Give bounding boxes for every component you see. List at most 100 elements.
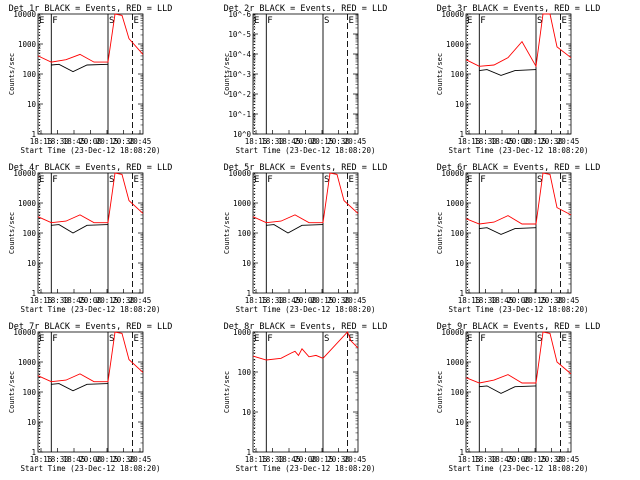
series-line-events (51, 224, 109, 234)
ytick-label: 10 (242, 259, 252, 268)
ytick-label: 10000 (13, 169, 36, 178)
xtick-label: 20:45 (129, 455, 152, 464)
ytick-label: 100 (237, 368, 251, 377)
xtick-label: 20:00 (79, 296, 102, 305)
xtick-label: 20:00 (294, 455, 317, 464)
panel-title: Det 3r BLACK = Events, RED = LLD (437, 4, 601, 14)
x-axis-label: Start Time (23-Dec-12 18:08:20) (236, 146, 376, 155)
xtick-label: 20:45 (557, 296, 580, 305)
y-axis-label: Counts/sec (223, 371, 231, 413)
interval-marker-label: F (267, 16, 272, 26)
interval-marker-label: E (254, 175, 259, 185)
xtick-label: 20:45 (344, 296, 367, 305)
xtick-label: 20:00 (507, 296, 530, 305)
xtick-label: 20:45 (557, 455, 580, 464)
xtick-label: 18:15 (30, 296, 53, 305)
panel-8: Det 8r BLACK = Events, RED = LLD 1 10 100 10… (223, 322, 387, 473)
xtick-label: 18:30 (46, 296, 69, 305)
xtick-label: 20:15 (524, 296, 547, 305)
ytick-label: 10 (455, 259, 465, 268)
plot-frame (37, 331, 144, 453)
xtick-label: 18:45 (278, 137, 301, 146)
xtick-label: 20:30 (112, 137, 135, 146)
xtick-label: 20:15 (524, 455, 547, 464)
panel-6: Det 6r BLACK = Events, RED = LLD 1 10 100 10… (436, 163, 600, 314)
ytick-label: 10^-4 (228, 50, 251, 59)
interval-marker-label: S (109, 16, 114, 26)
xtick-label: 20:15 (311, 296, 334, 305)
y-axis-label: Counts/sec (436, 371, 444, 413)
series-line-lld (252, 331, 359, 361)
plot-frame (252, 172, 359, 294)
xtick-label: 18:30 (474, 296, 497, 305)
xtick-label: 20:30 (540, 137, 563, 146)
xtick-label: 18:30 (261, 296, 284, 305)
interval-marker-label: S (109, 175, 114, 185)
xtick-label: 20:15 (96, 455, 119, 464)
panel-title: Det 7r BLACK = Events, RED = LLD (9, 322, 173, 332)
interval-marker-label: E (467, 175, 472, 185)
x-axis-label: Start Time (23-Dec-12 18:08:20) (21, 305, 161, 314)
ytick-label: 10000 (13, 328, 36, 337)
xtick-label: 18:30 (46, 137, 69, 146)
interval-marker-label: F (480, 334, 485, 344)
xtick-label: 20:15 (96, 137, 119, 146)
interval-marker-label: S (537, 175, 542, 185)
ytick-label: 10 (27, 259, 37, 268)
xtick-label: 18:45 (491, 137, 514, 146)
xtick-label: 18:30 (261, 137, 284, 146)
ytick-label: 1 (459, 130, 464, 139)
ytick-label: 1000 (18, 199, 37, 208)
interval-marker-label: F (480, 16, 485, 26)
xtick-label: 18:30 (261, 455, 284, 464)
x-axis-label: Start Time (23-Dec-12 18:08:20) (236, 464, 376, 473)
xtick-label: 20:15 (311, 137, 334, 146)
ytick-label: 10^-5 (228, 30, 251, 39)
ytick-label: 1 (459, 289, 464, 298)
ytick-label: 10 (27, 418, 37, 427)
series-line-events (266, 224, 324, 234)
ytick-label: 10 (242, 408, 252, 417)
series-line-lld (465, 172, 572, 225)
interval-marker-label: S (324, 175, 329, 185)
panel-2: Det 2r BLACK = Events, RED = LLD 10^0 10^-… (223, 4, 387, 155)
interval-marker-label: F (267, 175, 272, 185)
y-axis-label: Counts/sec (223, 212, 231, 254)
plot-frame (252, 13, 359, 135)
interval-marker-label: S (537, 16, 542, 26)
plot-frame (465, 172, 572, 294)
ytick-label: 1 (459, 448, 464, 457)
interval-marker-label: E (467, 334, 472, 344)
xtick-label: 20:30 (327, 296, 350, 305)
interval-marker-label: S (324, 16, 329, 26)
plot-frame (37, 172, 144, 294)
interval-marker-label: E (562, 175, 567, 185)
interval-marker-label: E (134, 16, 139, 26)
interval-marker-label: E (39, 16, 44, 26)
panel-title: Det 1r BLACK = Events, RED = LLD (9, 4, 173, 14)
xtick-label: 20:15 (524, 137, 547, 146)
ytick-label: 10000 (441, 169, 464, 178)
panel-title: Det 9r BLACK = Events, RED = LLD (437, 322, 601, 332)
ytick-label: 100 (450, 70, 464, 79)
series-line-events (51, 383, 109, 392)
panel-3: Det 3r BLACK = Events, RED = LLD 1 10 100 10… (436, 4, 600, 155)
xtick-label: 18:15 (30, 455, 53, 464)
xtick-label: 20:30 (327, 137, 350, 146)
xtick-label: 20:15 (96, 296, 119, 305)
x-axis-label: Start Time (23-Dec-12 18:08:20) (449, 305, 589, 314)
xtick-label: 20:45 (557, 137, 580, 146)
ytick-label: 10^-1 (228, 110, 251, 119)
xtick-label: 18:30 (46, 455, 69, 464)
x-axis-label: Start Time (23-Dec-12 18:08:20) (449, 464, 589, 473)
panel-9: Det 9r BLACK = Events, RED = LLD 1 10 100 10… (436, 322, 600, 473)
panel-title: Det 2r BLACK = Events, RED = LLD (224, 4, 388, 14)
xtick-label: 20:00 (507, 455, 530, 464)
ytick-label: 1000 (233, 328, 252, 337)
xtick-label: 20:00 (79, 137, 102, 146)
series-line-lld (37, 172, 144, 224)
y-axis-label: Counts/sec (8, 371, 16, 413)
panel-title: Det 5r BLACK = Events, RED = LLD (224, 163, 388, 173)
interval-marker-label: E (349, 334, 354, 344)
plot-frame (252, 331, 359, 453)
